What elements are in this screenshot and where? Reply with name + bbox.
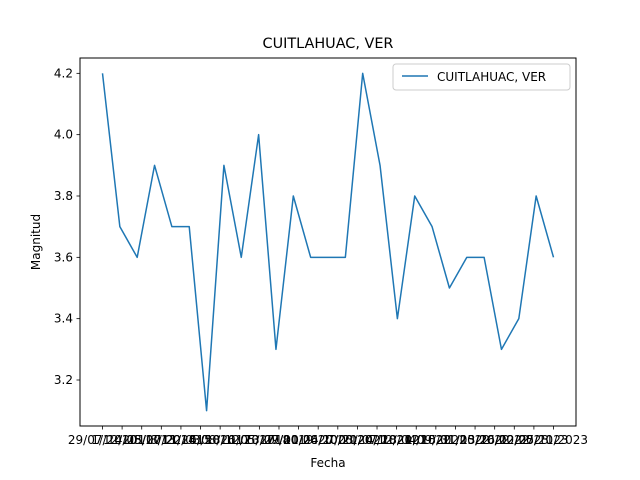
- x-tick-label: 15/01/2022: [421, 433, 490, 447]
- legend-box: [392, 63, 571, 91]
- legend: CUITLAHUAC, VER: [392, 63, 571, 91]
- y-tick-label: 3.8: [54, 189, 73, 203]
- x-tick-label: 18/12/2017: [205, 433, 274, 447]
- x-tick-label: 10/06/2020: [284, 433, 353, 447]
- x-tick-label: 4/12/2021: [366, 433, 428, 447]
- y-tick-label: 3.2: [54, 373, 73, 387]
- x-tick-label: 27/01/2020: [264, 433, 333, 447]
- y-tick-label: 4.2: [54, 66, 73, 80]
- x-tick-label: 13/09/2019: [244, 433, 313, 447]
- x-tick-label: 13/10/2022: [460, 433, 529, 447]
- x-tick-label: 18/04/2022: [382, 433, 451, 447]
- x-tick-label: 24/10/2020: [303, 433, 372, 447]
- x-tick-label: 7/03/2021: [327, 433, 389, 447]
- x-tick-label: 22/03/2016: [166, 433, 235, 447]
- x-tick-label: 1/09/2022: [405, 433, 467, 447]
- x-axis-label: Fecha: [310, 456, 345, 470]
- x-tick-label: 14/03/2013: [107, 433, 176, 447]
- plot-frame: [79, 57, 577, 427]
- x-tick-label: 31/05/2022: [440, 433, 509, 447]
- y-tick-label: 4.0: [54, 128, 73, 142]
- x-tick-label: 25/07/2014: [127, 433, 196, 447]
- legend-label: CUITLAHUAC, VER: [437, 70, 546, 84]
- x-tick-label: 1/05/2018: [229, 433, 291, 447]
- x-tick-label: 25/11/2023: [519, 433, 588, 447]
- x-tick-label: 12/07/2023: [499, 433, 568, 447]
- x-tick-label: 29/07/2010: [68, 433, 137, 447]
- y-tick-label: 3.4: [54, 312, 73, 326]
- y-axis-label: Magnitud: [29, 214, 43, 270]
- plot-area: 3.2 3.4 3.6 3.8 4.0 4.2 29/07/20101/12/201114/…: [54, 66, 588, 447]
- x-tick-label: 1/12/2011: [91, 433, 153, 447]
- x-tick-label: 21/07/2021: [342, 433, 411, 447]
- x-tick-label: 26/02/2023: [480, 433, 549, 447]
- y-tick-label: 3.6: [54, 250, 73, 264]
- x-tick-label: 5/08/2017: [189, 433, 251, 447]
- x-tick-label: 8/11/2015: [150, 433, 212, 447]
- chart-title: CUITLAHUAC, VER: [263, 36, 394, 52]
